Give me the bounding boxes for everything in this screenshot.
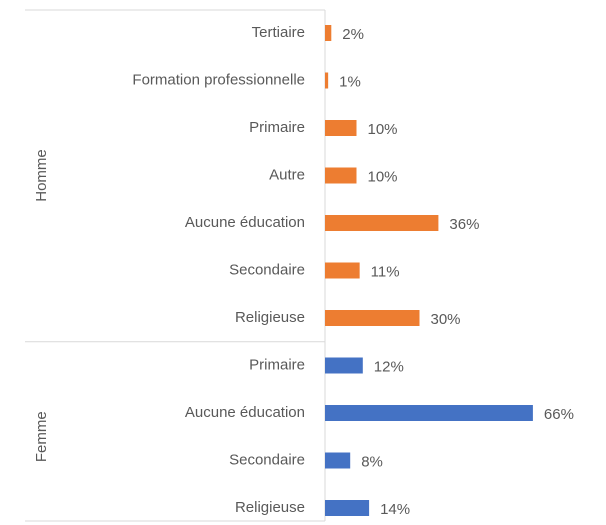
- bar: [325, 262, 360, 279]
- group-label: Femme: [33, 411, 50, 462]
- value-label: 2%: [342, 26, 364, 43]
- bar: [325, 25, 332, 41]
- category-label: Secondaire: [229, 261, 305, 278]
- category-label: Aucune éducation: [185, 404, 305, 421]
- value-label: 1%: [339, 73, 361, 90]
- value-label: 36%: [449, 216, 479, 233]
- category-label: Aucune éducation: [185, 214, 305, 231]
- category-label: Religieuse: [235, 499, 305, 516]
- category-label: Religieuse: [235, 309, 305, 326]
- category-label: Primaire: [249, 119, 305, 136]
- category-label: Tertiaire: [252, 24, 305, 41]
- bar: [325, 405, 533, 421]
- bar: [325, 357, 363, 374]
- bar: [325, 167, 357, 184]
- value-label: 11%: [371, 263, 400, 280]
- bar: [325, 310, 420, 326]
- value-label: 10%: [368, 168, 398, 185]
- group-label: Homme: [33, 149, 50, 202]
- value-label: 12%: [374, 358, 404, 375]
- category-label: Formation professionnelle: [132, 71, 305, 88]
- bar: [325, 120, 357, 136]
- category-label: Autre: [269, 166, 305, 183]
- value-label: 14%: [380, 501, 410, 518]
- value-label: 30%: [431, 311, 461, 328]
- value-label: 66%: [544, 406, 574, 423]
- bar: [325, 72, 329, 89]
- category-label: Secondaire: [229, 451, 305, 468]
- bar: [325, 500, 370, 516]
- bar: [325, 452, 351, 469]
- category-label: Primaire: [249, 356, 305, 373]
- bar: [325, 215, 439, 231]
- value-label: 8%: [361, 453, 383, 470]
- value-label: 10%: [368, 121, 398, 138]
